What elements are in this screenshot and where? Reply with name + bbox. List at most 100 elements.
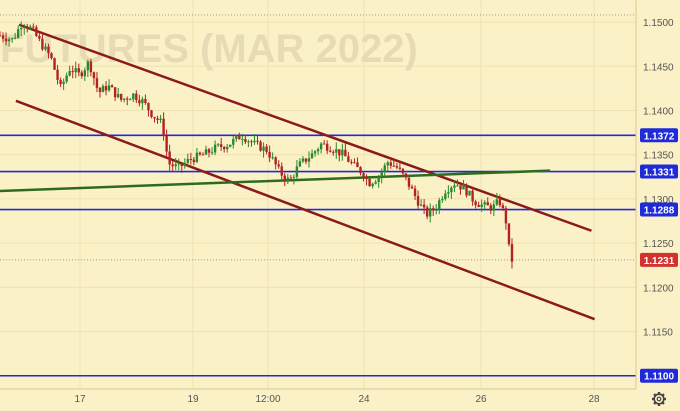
candle-body: [444, 193, 447, 200]
candle-body: [180, 163, 183, 166]
candle-body: [1, 35, 5, 39]
candle-body: [213, 144, 217, 153]
candle-body: [453, 185, 456, 188]
candle-body: [16, 29, 20, 38]
candle-body: [77, 68, 80, 73]
candle-body: [480, 204, 483, 207]
candle-body: [7, 39, 11, 42]
candle-body: [274, 157, 277, 165]
candle-body: [59, 79, 62, 85]
candle-body: [4, 38, 8, 42]
candle-body: [126, 98, 129, 100]
candle-body: [232, 138, 235, 145]
candle-body: [456, 185, 459, 187]
candle-body: [219, 144, 223, 148]
candle-body: [207, 149, 211, 153]
candle-body: [365, 178, 368, 180]
candle-body: [250, 141, 253, 143]
candle-body: [71, 71, 74, 73]
x-tick-label: 17: [74, 394, 86, 405]
candle-body: [416, 196, 420, 206]
candle-body: [20, 28, 23, 30]
candle-body: [147, 102, 150, 111]
y-tick-label: 1.1300: [643, 195, 674, 206]
candle-body: [41, 38, 44, 50]
candle-body: [110, 85, 114, 88]
candle-body: [404, 173, 408, 178]
candle-body: [144, 99, 147, 103]
candle-body: [241, 139, 244, 141]
candle-body: [477, 205, 480, 207]
gear-icon[interactable]: [652, 392, 666, 406]
candle-body: [186, 158, 190, 163]
candle-body: [65, 75, 68, 82]
candle-body: [410, 186, 414, 189]
candle-body: [171, 164, 174, 167]
candle-body: [298, 161, 302, 167]
trendline[interactable]: [15, 99, 596, 321]
candle-body: [47, 46, 50, 54]
x-tick-label: 12:00: [255, 394, 280, 405]
candle-body: [407, 177, 411, 187]
candle-body: [495, 199, 499, 205]
candle-body: [292, 176, 296, 178]
candle-body: [226, 146, 229, 150]
candle-body: [92, 72, 96, 79]
candle-body: [286, 177, 289, 181]
candle-body: [268, 152, 271, 158]
level-badge: [640, 128, 678, 143]
candle-body: [447, 192, 450, 194]
candle-body: [459, 185, 462, 190]
candle-body: [165, 135, 168, 152]
candle-body: [101, 86, 105, 93]
candle-body: [462, 184, 465, 190]
candle-body: [435, 209, 438, 211]
candle-body: [153, 116, 156, 119]
candle-body: [98, 87, 102, 93]
candle-body: [395, 165, 399, 168]
candle-body: [486, 202, 489, 206]
candle-body: [504, 208, 508, 224]
candle-body: [316, 149, 320, 152]
candle-body: [283, 175, 286, 181]
candle-body: [377, 177, 380, 183]
candle-body: [198, 152, 202, 155]
x-tick-label: 24: [358, 394, 370, 405]
candle-body: [380, 171, 383, 178]
candle-body: [501, 205, 505, 209]
candle-body: [229, 144, 232, 147]
candle-body: [168, 151, 171, 165]
candle-body: [341, 149, 344, 156]
candle-body: [80, 72, 83, 77]
level-badge-label: 1.1288: [644, 206, 675, 217]
candle-body: [422, 204, 426, 208]
candle-body: [441, 199, 444, 201]
trendline[interactable]: [0, 169, 551, 193]
candle-body: [329, 150, 332, 152]
candle-body: [389, 162, 393, 166]
candle-body: [10, 38, 14, 40]
candle-body: [32, 26, 35, 28]
candle-body: [386, 162, 389, 166]
gear-hub: [656, 396, 662, 402]
level-badge-label: 1.1331: [644, 168, 675, 179]
candle-body: [356, 162, 359, 168]
candle-body: [471, 190, 474, 202]
candle-body: [489, 205, 492, 211]
x-tick-label: 28: [588, 394, 600, 405]
candle-body: [13, 37, 17, 39]
candle-body: [295, 166, 299, 177]
level-badge-label: 1.1100: [644, 372, 674, 383]
y-tick-label: 1.1450: [643, 62, 674, 73]
candle-body: [359, 167, 362, 174]
candle-body: [280, 166, 283, 176]
candle-body: [325, 143, 329, 151]
x-tick-label: 26: [475, 394, 487, 405]
candle-body: [419, 204, 423, 206]
candle-body: [29, 26, 32, 29]
candle-body: [174, 164, 177, 167]
candle-body: [50, 53, 53, 59]
candle-body: [304, 158, 308, 162]
candle-body: [510, 244, 514, 262]
trendline[interactable]: [18, 23, 592, 232]
